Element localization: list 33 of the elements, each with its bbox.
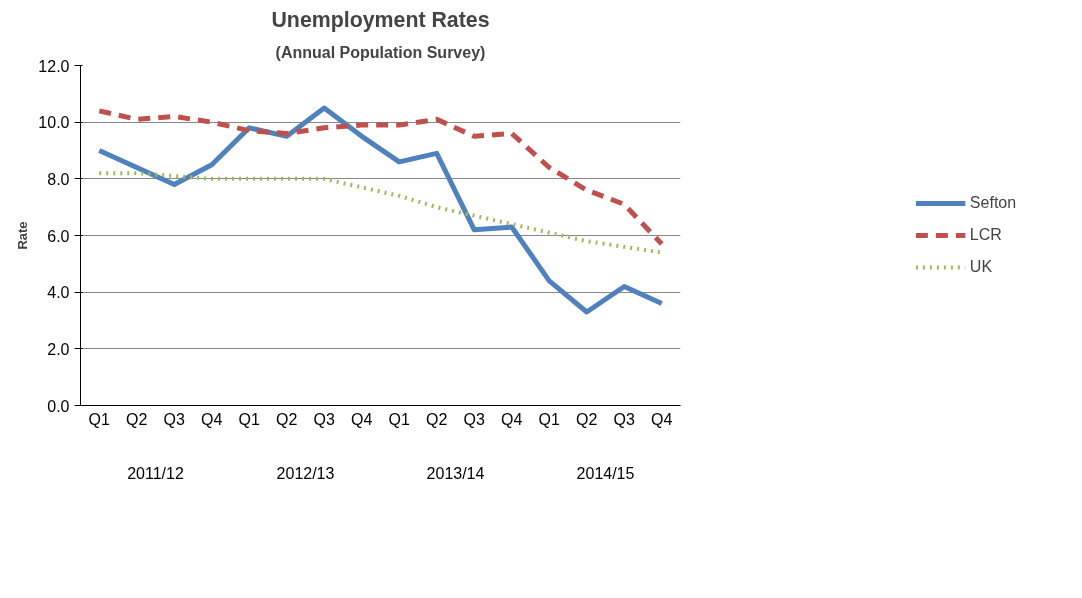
x-tick-label: Q1 — [388, 410, 411, 428]
x-tick-label: Q4 — [351, 410, 373, 428]
x-tick-label: Q2 — [126, 410, 148, 428]
x-tick-label: Q3 — [313, 410, 336, 428]
x-tick-label: Q3 — [613, 410, 636, 428]
y-axis-title: Rate — [15, 221, 31, 250]
x-tick-label: Q2 — [576, 410, 598, 428]
legend-label: LCR — [969, 226, 1002, 244]
y-tick-label: 6.0 — [47, 227, 70, 245]
x-tick-label: Q4 — [501, 410, 523, 428]
text: 2013/14 — [426, 464, 485, 482]
y-tick-label: 2.0 — [47, 340, 70, 358]
y-tick-label: 4.0 — [47, 284, 70, 302]
text: 2011/12 — [127, 464, 184, 482]
text: 2014/15 — [576, 464, 635, 482]
x-tick-label: Q4 — [651, 410, 673, 428]
chart-title: Unemployment Rates — [271, 7, 490, 32]
x-tick-label: Q1 — [238, 410, 261, 428]
x-tick-label: Q4 — [201, 410, 223, 428]
x-tick-label: Q3 — [463, 410, 486, 428]
x-tick-label: Q1 — [538, 410, 561, 428]
y-tick-label: 12.0 — [38, 57, 70, 75]
x-tick-label: Q2 — [276, 410, 298, 428]
y-tick-label: 10.0 — [38, 114, 70, 132]
chart-subtitle: (Annual Population Survey) — [275, 43, 486, 61]
legend-label: UK — [969, 258, 993, 276]
x-tick-label: Q2 — [426, 410, 448, 428]
y-tick-label: 8.0 — [47, 170, 70, 188]
x-tick-label: Q1 — [88, 410, 111, 428]
y-tick-label: 0.0 — [47, 397, 70, 415]
legend-label: Sefton — [969, 194, 1017, 212]
x-tick-label: Q3 — [163, 410, 186, 428]
text: 2012/13 — [276, 464, 335, 482]
